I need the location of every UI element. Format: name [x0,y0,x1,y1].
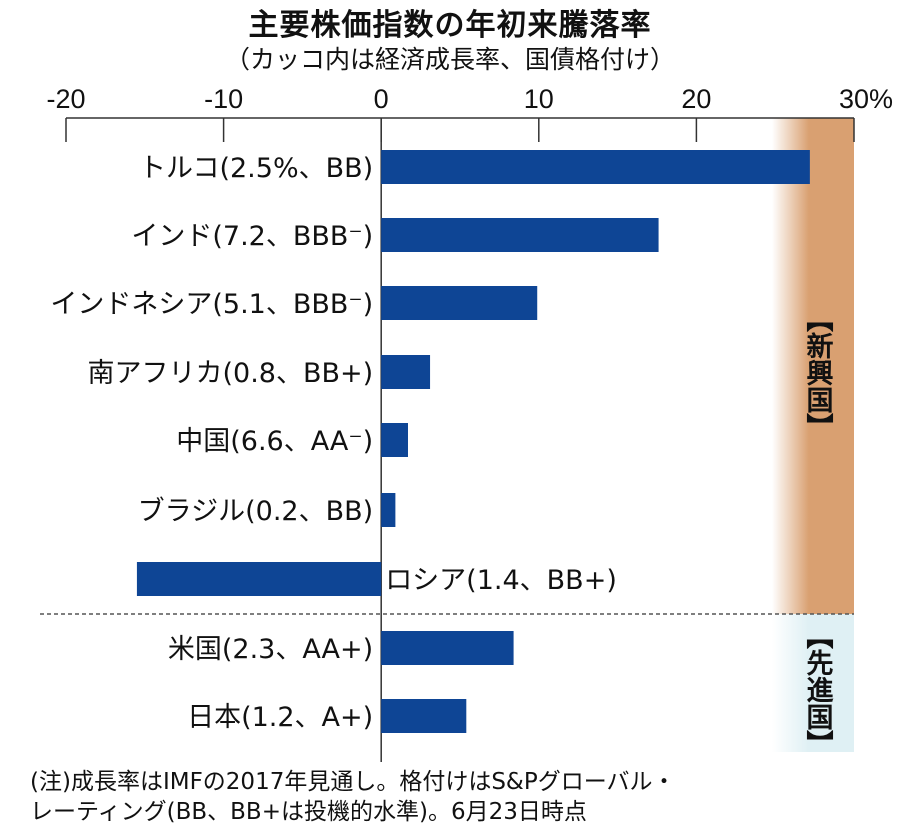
footnote-line-2: レーティング(BB、BB+は投機的水準)。6月23日時点 [30,799,587,825]
x-tick-label: 10 [524,84,554,114]
category-label: 中国(6.6、AA⁻) [176,426,373,457]
category-label: 米国(2.3、AA+) [168,634,373,665]
category-label: 日本(1.2、A+) [187,702,373,733]
bar [381,631,514,665]
category-label: インドネシア(5.1、BBB⁻) [50,289,373,320]
bar [136,562,382,596]
footnote-line-1: (注)成長率はIMFの2017年見通し。格付けはS&Pグローバル・ [30,769,676,795]
bar [381,286,538,320]
group-label-developed: 【先進国】 [802,622,834,757]
bar [381,218,659,252]
category-label: ブラジル(0.2、BB) [138,496,374,527]
bar [381,699,467,733]
developed-band [772,614,854,752]
chart-title: 主要株価指数の年初来騰落率 [248,8,652,43]
category-label: インド(7.2、BBB⁻) [131,221,373,252]
category-label: 南アフリカ(0.8、BB+) [88,358,374,389]
bar [381,493,396,527]
x-tick-label: 20 [681,84,711,114]
chart-subtitle: （カッコ内は経済成長率、国債格付け） [224,45,675,74]
x-tick-label: 0 [374,84,389,114]
category-label: トルコ(2.5%、BB) [139,153,373,184]
group-label-emerging: 【新興国】 [802,305,834,440]
category-label: ロシア(1.4、BB+) [385,565,617,596]
x-tick-label: 30% [839,84,893,114]
bar [381,355,431,389]
x-tick-label: -10 [204,84,243,114]
bar [381,423,408,457]
x-tick-label: -20 [46,84,85,114]
emerging-band [772,118,854,614]
bar [381,150,810,184]
